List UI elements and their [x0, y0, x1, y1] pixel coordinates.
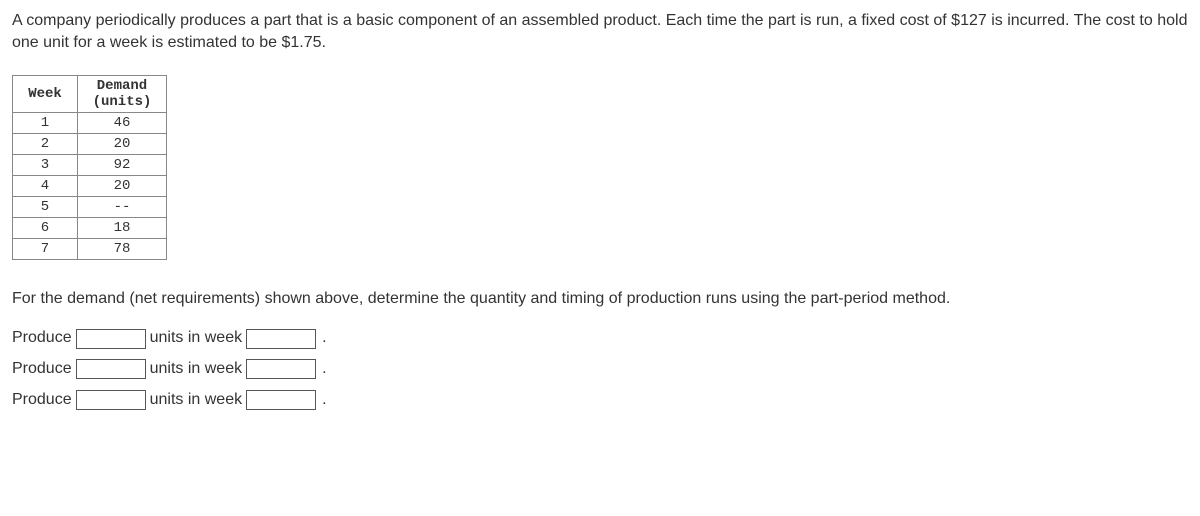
cell-demand: -- — [78, 196, 167, 217]
cell-demand: 18 — [78, 217, 167, 238]
table-row: 778 — [13, 238, 167, 259]
units-label: units in week — [150, 386, 243, 415]
produce-qty-input[interactable] — [76, 390, 146, 410]
cell-week: 7 — [13, 238, 78, 259]
cell-week: 5 — [13, 196, 78, 217]
answer-section: Produce units in week . Produce units in… — [12, 324, 1188, 414]
problem-statement: A company periodically produces a part t… — [12, 10, 1188, 55]
period: . — [322, 324, 326, 353]
produce-label: Produce — [12, 386, 72, 415]
units-label: units in week — [150, 324, 243, 353]
produce-qty-input[interactable] — [76, 359, 146, 379]
cell-week: 2 — [13, 133, 78, 154]
table-header-demand: Demand (units) — [78, 75, 167, 112]
cell-week: 3 — [13, 154, 78, 175]
cell-demand: 46 — [78, 112, 167, 133]
table-row: 220 — [13, 133, 167, 154]
produce-week-input[interactable] — [246, 359, 316, 379]
table-row: 392 — [13, 154, 167, 175]
units-label: units in week — [150, 355, 243, 384]
demand-table: Week Demand (units) 146 220 392 420 5-- … — [12, 75, 167, 260]
table-header-week: Week — [13, 75, 78, 112]
produce-label: Produce — [12, 324, 72, 353]
instruction-text: For the demand (net requirements) shown … — [12, 288, 1188, 310]
cell-week: 4 — [13, 175, 78, 196]
cell-demand: 92 — [78, 154, 167, 175]
table-row: 618 — [13, 217, 167, 238]
table-row: 420 — [13, 175, 167, 196]
period: . — [322, 386, 326, 415]
answer-row: Produce units in week . — [12, 386, 1188, 415]
cell-week: 6 — [13, 217, 78, 238]
answer-row: Produce units in week . — [12, 324, 1188, 353]
produce-label: Produce — [12, 355, 72, 384]
produce-week-input[interactable] — [246, 329, 316, 349]
table-row: 5-- — [13, 196, 167, 217]
cell-demand: 20 — [78, 133, 167, 154]
produce-week-input[interactable] — [246, 390, 316, 410]
table-row: 146 — [13, 112, 167, 133]
cell-demand: 78 — [78, 238, 167, 259]
produce-qty-input[interactable] — [76, 329, 146, 349]
cell-week: 1 — [13, 112, 78, 133]
cell-demand: 20 — [78, 175, 167, 196]
answer-row: Produce units in week . — [12, 355, 1188, 384]
period: . — [322, 355, 326, 384]
